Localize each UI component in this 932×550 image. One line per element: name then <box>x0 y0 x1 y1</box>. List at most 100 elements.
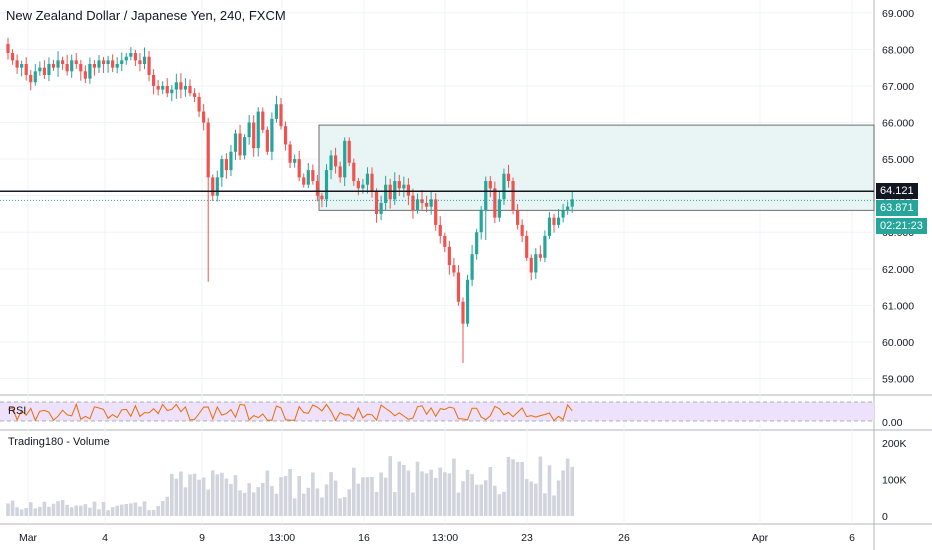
volume-bar <box>270 486 274 516</box>
candle-body <box>92 64 97 68</box>
candle-body <box>493 188 497 218</box>
candle-body <box>479 210 483 233</box>
volume-bar <box>220 472 224 516</box>
volume-bar <box>256 487 261 516</box>
volume-bar <box>28 502 33 516</box>
volume-bar <box>242 492 247 516</box>
volume-bar <box>552 495 556 516</box>
volume-bar <box>124 504 129 516</box>
candle-body <box>115 64 119 68</box>
candle-body <box>370 173 374 193</box>
volume-bar <box>197 479 201 516</box>
candle-body <box>229 151 233 171</box>
candle-body <box>270 118 274 152</box>
candle-body <box>183 85 188 90</box>
volume-bar <box>556 480 561 516</box>
candle-body <box>402 184 406 189</box>
volume-bar <box>51 503 56 516</box>
candle-body <box>97 60 101 68</box>
candle-body <box>556 217 561 225</box>
candle-body <box>42 67 46 75</box>
volume-bar <box>543 493 547 516</box>
volume-bar <box>183 487 188 516</box>
volume-bar <box>520 461 524 516</box>
volume-bar <box>333 480 338 516</box>
price-tick-label: 61.000 <box>882 300 914 312</box>
volume-bar <box>311 472 315 516</box>
volume-bar <box>352 467 356 516</box>
volume-bar <box>420 471 424 516</box>
candle-body <box>329 155 333 171</box>
candle-body <box>384 184 388 203</box>
candle-body <box>283 126 288 145</box>
candle-body <box>516 210 520 225</box>
volume-bar <box>292 498 297 516</box>
volume-bar <box>115 505 119 516</box>
candle-body <box>133 53 137 61</box>
candle-body <box>452 265 456 273</box>
volume-bar <box>415 461 420 516</box>
volume-bar <box>251 492 256 516</box>
volume-bar <box>383 477 388 516</box>
candle-body <box>47 64 51 75</box>
candle-body <box>215 177 219 196</box>
volume-bar <box>511 459 515 516</box>
rsi-label[interactable]: RSI <box>8 405 27 417</box>
volume-bar <box>74 505 79 516</box>
candle-body <box>393 181 397 200</box>
candle-body <box>192 93 197 97</box>
volume-label[interactable]: Trading180 - Volume <box>8 436 110 448</box>
candle-body <box>38 67 42 72</box>
candle-body <box>334 155 338 167</box>
volume-bar <box>529 481 534 516</box>
chart-title: New Zealand Dollar / Japanese Yen, 240, … <box>6 8 286 23</box>
volume-tick-label: 100K <box>882 475 907 487</box>
volume-bar <box>188 474 192 516</box>
volume-bar <box>47 506 51 516</box>
candle-body <box>179 82 183 90</box>
candle-body <box>525 235 529 258</box>
candle-body <box>152 74 156 86</box>
candle-body <box>429 199 433 207</box>
volume-bar <box>247 483 251 516</box>
volume-bar <box>129 503 133 516</box>
volume-bar <box>297 475 301 516</box>
candle-body <box>529 257 533 273</box>
candle-body <box>511 181 515 211</box>
countdown-tag: 02:21:23 <box>876 218 927 234</box>
candle-body <box>461 301 465 324</box>
volume-bar <box>210 470 215 516</box>
volume-bar <box>192 473 197 516</box>
candle-body <box>320 195 324 200</box>
rsi-line <box>7 402 573 422</box>
candle-body <box>238 133 242 156</box>
candle-body <box>6 43 10 54</box>
volume-bar <box>83 504 88 516</box>
volume-bar <box>488 466 493 516</box>
candle-body <box>361 184 365 189</box>
candle-body <box>247 122 251 138</box>
volume-bar <box>106 510 110 516</box>
volume-bar <box>110 507 115 516</box>
volume-bar <box>470 474 474 516</box>
volume-bar <box>151 509 156 516</box>
candle-body <box>570 199 574 207</box>
candle-body <box>465 279 470 324</box>
candle-body <box>566 206 570 211</box>
volume-bar <box>33 508 38 516</box>
volume-bar <box>119 504 124 516</box>
price-tick-label: 59.000 <box>882 374 914 386</box>
volume-bar <box>452 458 456 516</box>
candle-body <box>415 199 420 211</box>
candle-body <box>447 246 451 266</box>
candle-body <box>343 140 347 178</box>
volume-bar <box>42 501 47 516</box>
volume-bar <box>147 510 151 516</box>
volume-bar <box>379 472 383 516</box>
candle-body <box>420 199 424 203</box>
candle-body <box>147 56 151 75</box>
candle-body <box>534 254 538 273</box>
candle-body <box>156 85 160 90</box>
candle-body <box>106 60 110 65</box>
